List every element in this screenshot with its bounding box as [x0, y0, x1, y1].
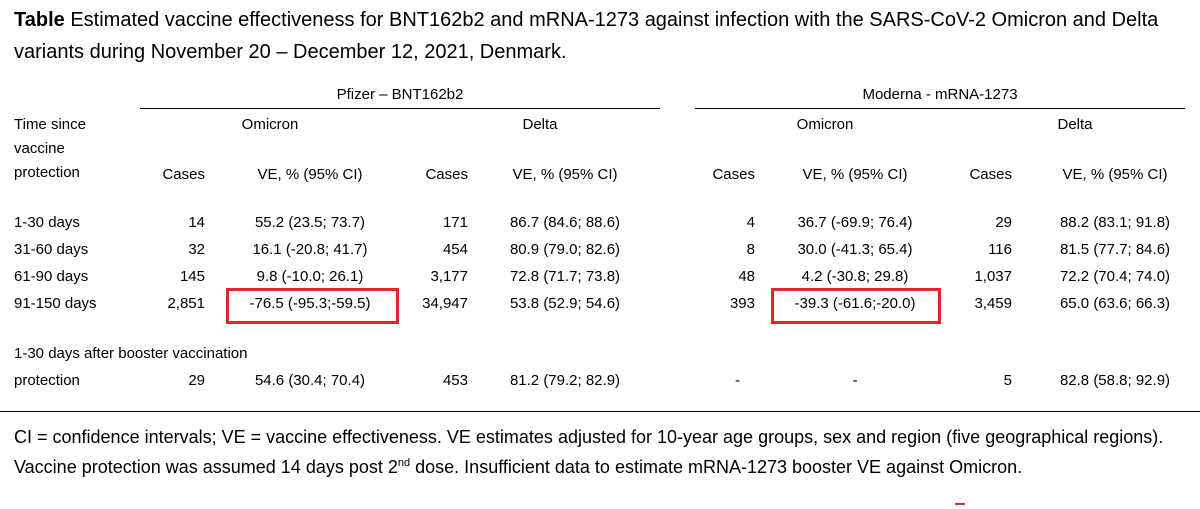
table-bottom-rule — [0, 411, 1200, 412]
moderna-omicron-cases: - — [735, 372, 740, 389]
footnote-text-2: dose. Insufficient data to estimate mRNA… — [410, 457, 1023, 477]
pfizer-omicron-cases: 145 — [179, 268, 205, 285]
moderna-omicron-ve: 30.0 (-41.3; 65.4) — [797, 241, 913, 258]
moderna-omicron-ve: - — [852, 372, 858, 389]
red-underline-mark — [955, 503, 965, 505]
col-header-cases: Cases — [162, 166, 205, 183]
pfizer-rule — [140, 108, 660, 109]
moderna-delta-cases: 116 — [988, 241, 1012, 258]
moderna-delta-cases: 1,037 — [974, 268, 1012, 285]
moderna-omicron-ve: 36.7 (-69.9; 76.4) — [797, 214, 913, 231]
moderna-omicron-cases: 4 — [746, 214, 755, 231]
pfizer-omicron-cases: 2,851 — [167, 295, 205, 312]
booster-label-line2: protection — [14, 372, 80, 389]
row-label: 91-150 days — [14, 295, 97, 312]
pfizer-delta-cases: 171 — [442, 214, 468, 231]
table-footnote: CI = confidence intervals; VE = vaccine … — [14, 424, 1194, 480]
variant-header-moderna-omicron: Omicron — [796, 116, 854, 133]
pfizer-delta-ve: 86.7 (84.6; 88.6) — [509, 214, 621, 231]
moderna-delta-cases: 5 — [1003, 372, 1012, 389]
pfizer-delta-ve: 80.9 (79.0; 82.6) — [509, 241, 621, 258]
pfizer-omicron-cases: 14 — [188, 214, 205, 231]
moderna-delta-cases: 3,459 — [974, 295, 1012, 312]
col-header-ve: VE, % (95% CI) — [512, 166, 618, 183]
pfizer-delta-ve: 53.8 (52.9; 54.6) — [509, 295, 621, 312]
moderna-rule — [695, 108, 1185, 109]
pfizer-delta-cases: 34,947 — [422, 295, 468, 312]
row-header-line2: vaccine — [14, 140, 65, 157]
pfizer-delta-cases: 454 — [442, 241, 468, 258]
moderna-delta-ve: 65.0 (63.6; 66.3) — [1059, 295, 1171, 312]
variant-header-pfizer-omicron: Omicron — [241, 116, 299, 133]
row-header-line1: Time since — [14, 116, 86, 133]
moderna-omicron-cases: 393 — [729, 295, 755, 312]
moderna-omicron-cases: 8 — [746, 241, 755, 258]
pfizer-delta-cases: 3,177 — [430, 268, 468, 285]
highlight-box-moderna-omicron — [771, 288, 941, 324]
moderna-delta-ve: 81.5 (77.7; 84.6) — [1059, 241, 1171, 258]
group-header-pfizer: Pfizer – BNT162b2 — [336, 86, 464, 103]
col-header-ve: VE, % (95% CI) — [1062, 166, 1168, 183]
footnote-superscript: nd — [397, 457, 411, 469]
pfizer-delta-ve: 81.2 (79.2; 82.9) — [509, 372, 621, 389]
pfizer-delta-cases: 453 — [442, 372, 468, 389]
moderna-omicron-cases: 48 — [738, 268, 755, 285]
variant-header-moderna-delta: Delta — [1057, 116, 1093, 133]
highlight-box-pfizer-omicron — [226, 288, 399, 324]
pfizer-omicron-ve: 9.8 (-10.0; 26.1) — [256, 268, 364, 285]
col-header-ve: VE, % (95% CI) — [257, 166, 363, 183]
pfizer-omicron-cases: 32 — [188, 241, 205, 258]
row-label: 31-60 days — [14, 241, 89, 258]
moderna-delta-ve: 72.2 (70.4; 74.0) — [1059, 268, 1171, 285]
table-caption: Table Estimated vaccine effectiveness fo… — [14, 4, 1184, 68]
col-header-cases: Cases — [969, 166, 1012, 183]
caption-label: Table — [14, 9, 65, 31]
moderna-delta-ve: 82.8 (58.8; 92.9) — [1059, 372, 1171, 389]
pfizer-delta-ve: 72.8 (71.7; 73.8) — [509, 268, 621, 285]
pfizer-omicron-ve: 16.1 (-20.8; 41.7) — [252, 241, 368, 258]
pfizer-omicron-ve: 54.6 (30.4; 70.4) — [254, 372, 366, 389]
caption-text: Estimated vaccine effectiveness for BNT1… — [14, 9, 1159, 63]
footnote-text-1: CI = confidence intervals; VE = vaccine … — [14, 427, 1164, 477]
pfizer-omicron-ve: -76.5 (-95.3;-59.5) — [249, 295, 371, 312]
row-label: 1-30 days — [14, 214, 80, 231]
moderna-delta-ve: 88.2 (83.1; 91.8) — [1059, 214, 1171, 231]
moderna-omicron-ve: 4.2 (-30.8; 29.8) — [801, 268, 909, 285]
row-header-line3: protection — [14, 164, 80, 181]
booster-label-line1: 1-30 days after booster vaccination — [14, 345, 248, 362]
moderna-omicron-ve: -39.3 (-61.6;-20.0) — [794, 295, 916, 312]
col-header-cases: Cases — [425, 166, 468, 183]
row-label: 61-90 days — [14, 268, 89, 285]
col-header-cases: Cases — [712, 166, 755, 183]
variant-header-pfizer-delta: Delta — [522, 116, 558, 133]
col-header-ve: VE, % (95% CI) — [802, 166, 908, 183]
pfizer-omicron-cases: 29 — [188, 372, 205, 389]
moderna-delta-cases: 29 — [995, 214, 1012, 231]
pfizer-omicron-ve: 55.2 (23.5; 73.7) — [254, 214, 366, 231]
group-header-moderna: Moderna - mRNA-1273 — [862, 86, 1018, 103]
